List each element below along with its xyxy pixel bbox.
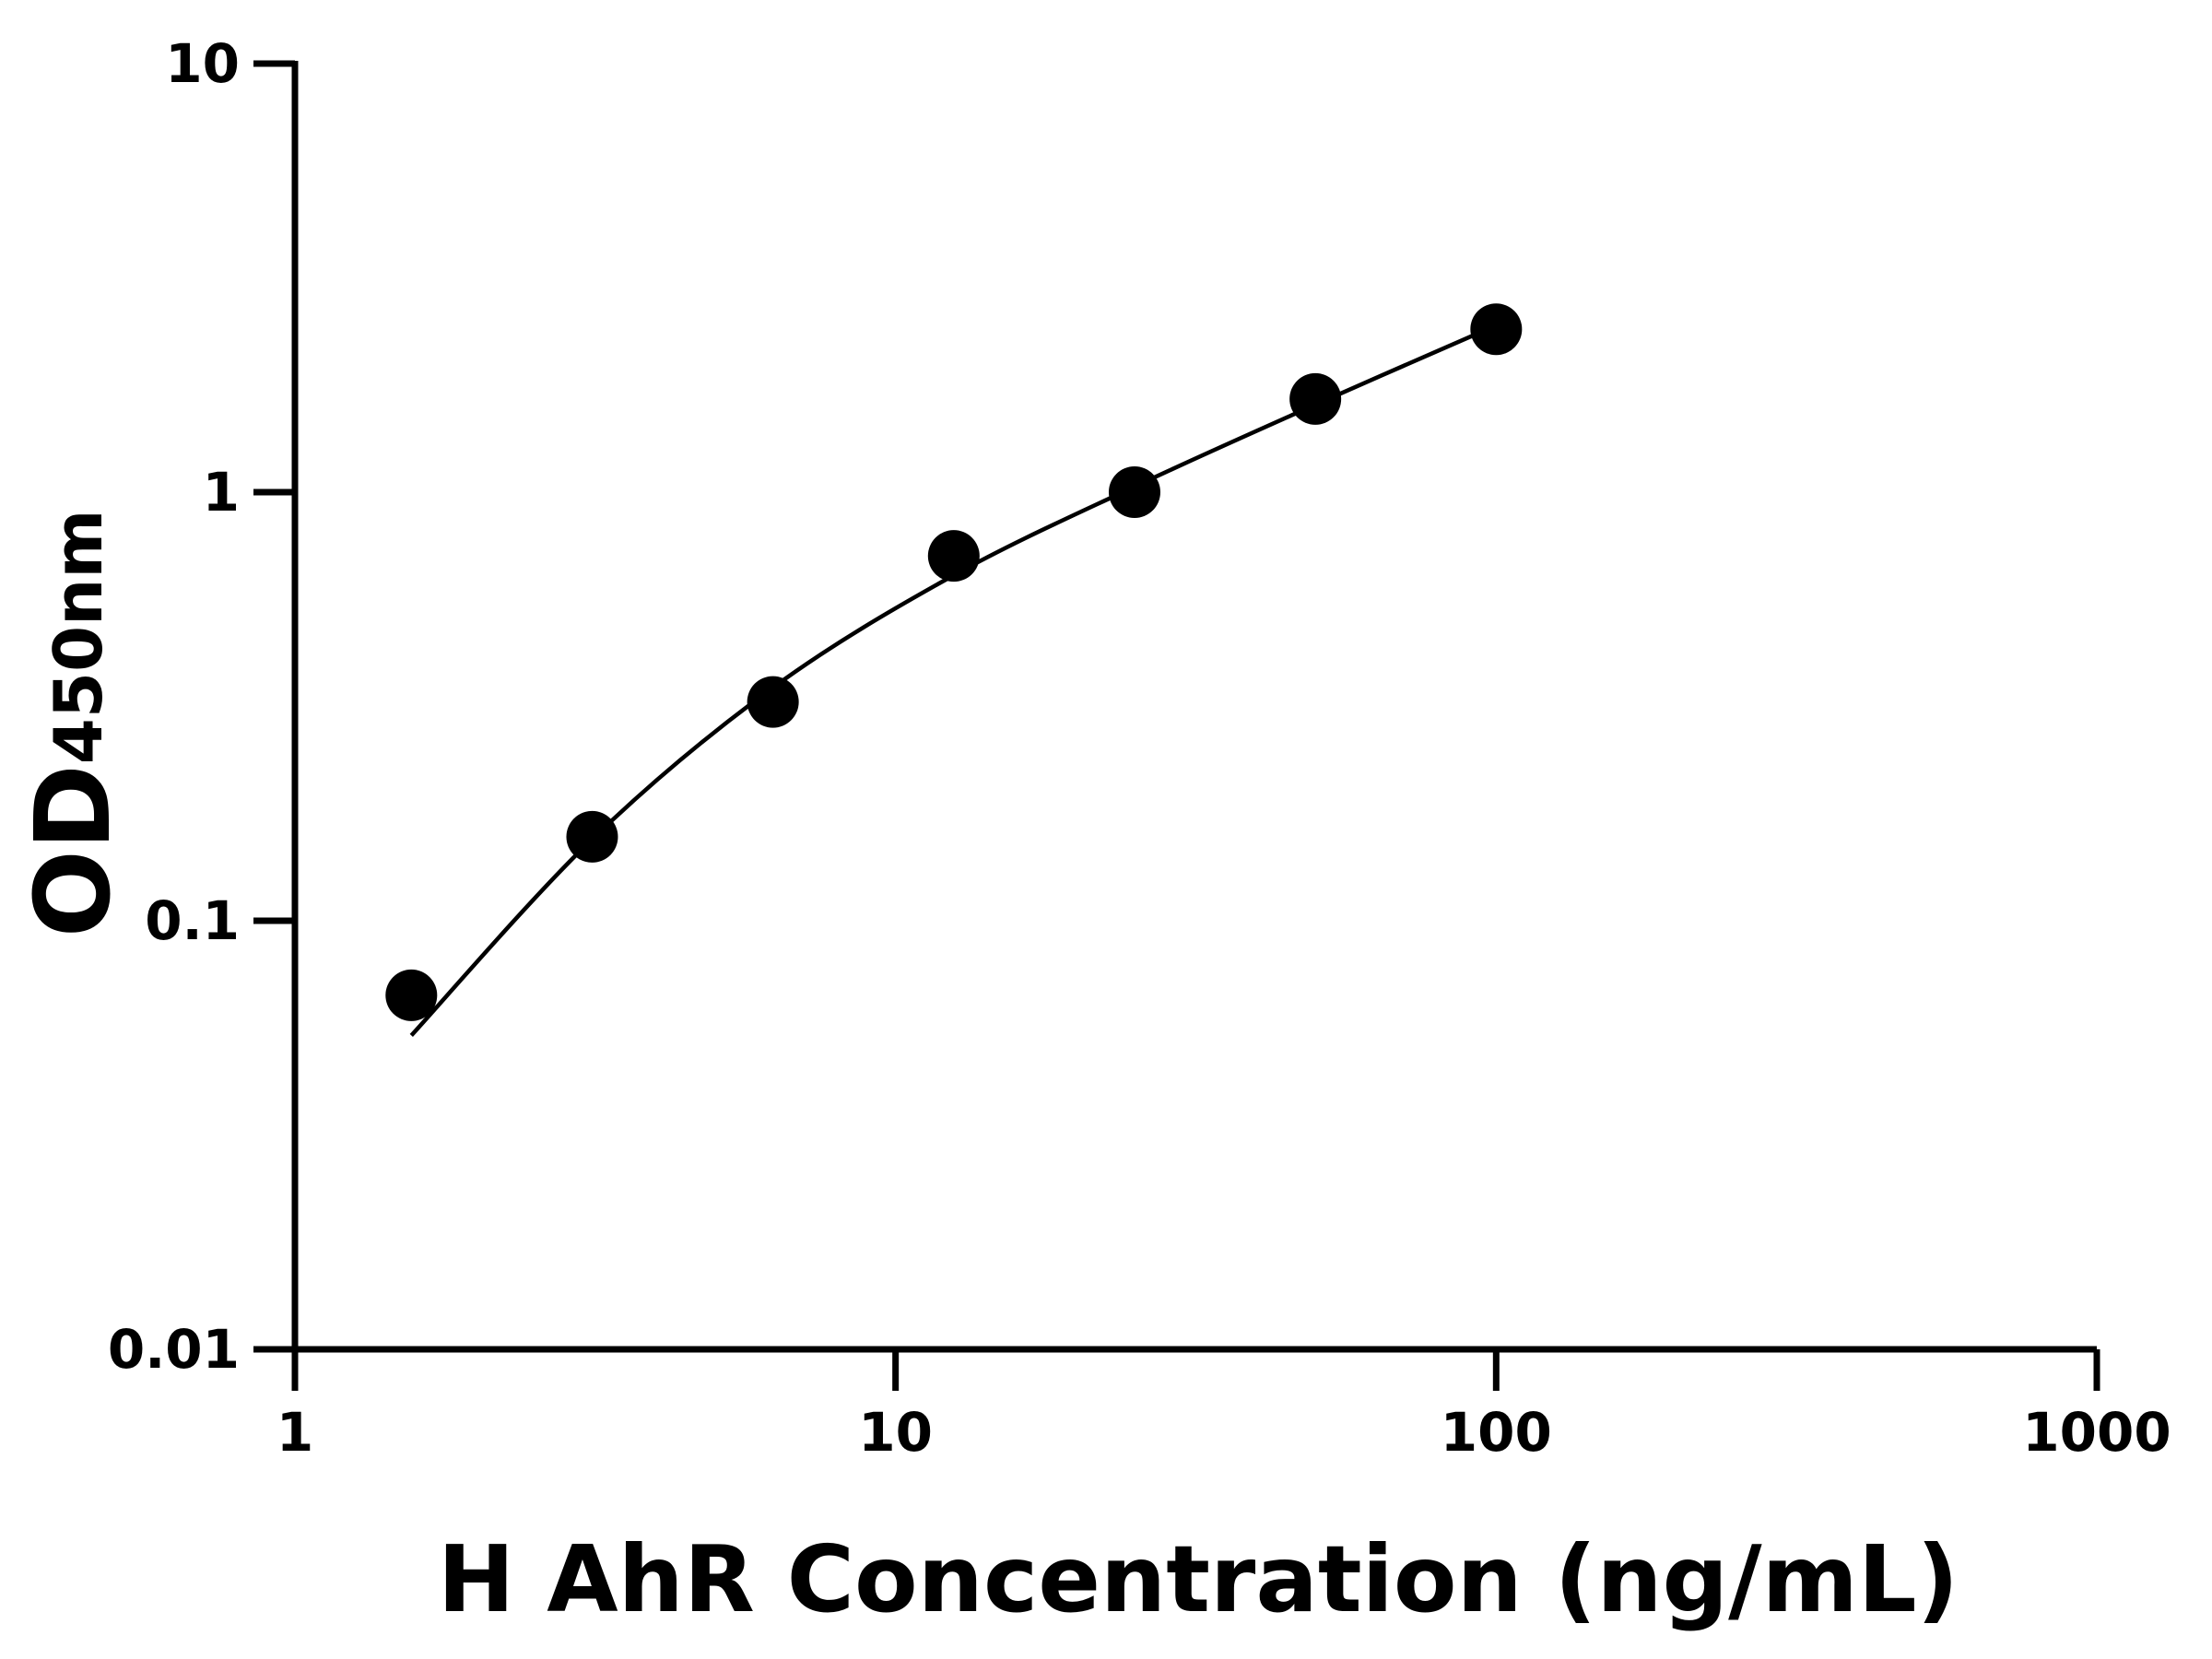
x-tick-label: 1000 [2022, 1401, 2171, 1464]
data-point [927, 530, 980, 582]
data-points [385, 303, 1523, 1021]
x-tick-label: 1 [276, 1401, 313, 1464]
y-tick-label: 10 [165, 32, 240, 95]
y-tick-label: 1 [203, 461, 240, 524]
data-point [1108, 466, 1160, 518]
x-tick-label: 10 [858, 1401, 933, 1464]
y-tick-label: 0.01 [108, 1318, 240, 1381]
x-axis-label: H AhR Concentration (ng/mL) [438, 1525, 1959, 1633]
y-axis-label-main: OD [14, 764, 134, 937]
data-point [566, 810, 618, 863]
data-point [1470, 303, 1523, 356]
x-tick-label: 100 [1441, 1401, 1552, 1464]
data-point [1289, 372, 1342, 425]
fit-curve [409, 323, 1498, 1037]
data-point [385, 969, 438, 1021]
data-point [747, 676, 799, 728]
y-tick-label: 0.1 [145, 889, 240, 952]
ticks: 1 10 100 1000 0.01 0.1 1 10 [108, 32, 2171, 1464]
axes [291, 61, 2097, 1353]
y-axis-label: OD450nm [14, 510, 134, 938]
y-axis-label-subscript: 450nm [40, 510, 117, 765]
